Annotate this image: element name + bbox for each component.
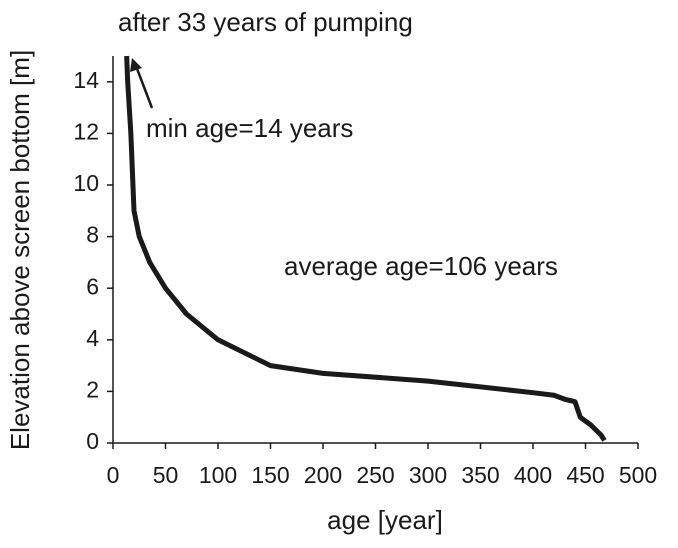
x-tick-label: 150 [251,462,289,488]
arrow-head [130,58,142,72]
y-tick-label: 8 [86,222,99,248]
x-tick-label: 0 [107,462,120,488]
y-tick-label: 0 [86,428,99,454]
x-tick-label: 450 [566,462,604,488]
y-axis-label: Elevation above screen bottom [m] [5,50,35,450]
y-tick-label: 12 [73,118,99,144]
annotation: min age=14 years [146,113,353,143]
y-tick-label: 4 [86,325,99,351]
x-tick-label: 400 [514,462,552,488]
x-tick-label: 350 [461,462,499,488]
annotation: average age=106 years [284,251,558,281]
y-tick-label: 2 [86,376,99,402]
y-tick-label: 14 [73,67,99,93]
arrow [134,65,154,109]
chart-title: after 33 years of pumping [118,7,413,37]
y-tick-label: 6 [86,273,99,299]
x-tick-label: 300 [409,462,447,488]
x-tick-label: 250 [356,462,394,488]
x-tick-label: 200 [304,462,342,488]
x-tick-label: 50 [153,462,179,488]
x-tick-label: 100 [199,462,237,488]
y-tick-label: 10 [73,170,99,196]
x-axis-label: age [year] [327,505,443,535]
data-line [124,55,607,442]
x-tick-label: 500 [619,462,657,488]
